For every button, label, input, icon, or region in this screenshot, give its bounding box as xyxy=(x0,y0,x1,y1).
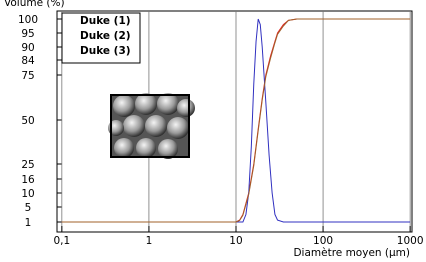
inset-image xyxy=(108,93,195,159)
x-tick-label: 10 xyxy=(229,235,242,247)
chart: Volume (%) Diamètre moyen (µm) 1 5 10 16 25 5… xyxy=(0,0,426,262)
legend-entry: Duke (3) xyxy=(80,45,131,57)
x-tick-label: 1000 xyxy=(397,235,424,247)
y-tick-label: 95 xyxy=(21,28,34,40)
y-tick-label: 1 xyxy=(25,217,32,229)
legend: Duke (1) Duke (2) Duke (3) xyxy=(80,15,131,57)
page: Volume (%) Diamètre moyen (µm) 1 5 10 16 25 5… xyxy=(0,0,426,262)
y-tick-label: 5 xyxy=(25,202,32,214)
x-tick-label: 1 xyxy=(146,235,153,247)
y-tick-label: 10 xyxy=(21,188,34,200)
y-tick-label: 90 xyxy=(21,42,34,54)
y-tick-label: 25 xyxy=(21,159,34,171)
legend-entry: Duke (2) xyxy=(80,30,131,42)
y-tick-label: 50 xyxy=(21,115,34,127)
x-tick-label: 0,1 xyxy=(53,235,70,247)
y-tick-label: 75 xyxy=(21,70,34,82)
x-tick-label: 100 xyxy=(313,235,333,247)
y-axis-label: Volume (%) xyxy=(4,0,65,9)
x-axis-label: Diamètre moyen (µm) xyxy=(293,247,410,259)
y-tick-label: 84 xyxy=(21,55,35,67)
legend-entry: Duke (1) xyxy=(80,15,131,27)
y-tick-label: 16 xyxy=(21,174,35,186)
y-tick-label: 100 xyxy=(18,14,38,26)
